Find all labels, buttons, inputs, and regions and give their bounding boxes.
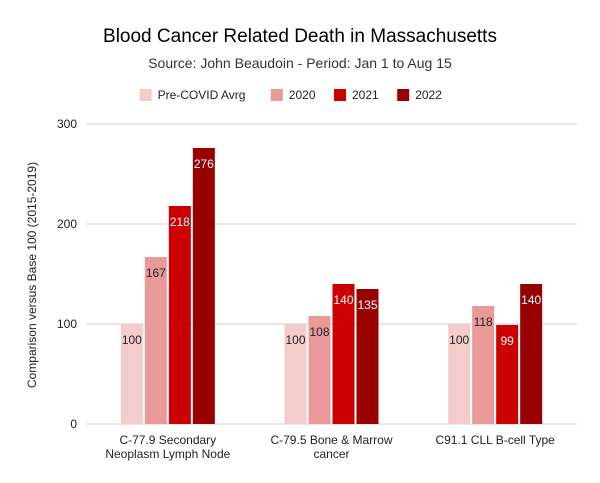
chart-subtitle: Source: John Beaudoin - Period: Jan 1 to… [148, 55, 452, 71]
bar [168, 206, 191, 424]
bar [472, 306, 495, 424]
x-category-label: C-77.9 Secondary [119, 433, 216, 447]
bar [520, 284, 543, 424]
data-label: 100 [285, 333, 305, 347]
bar [284, 324, 307, 424]
legend-swatch [334, 89, 346, 101]
bar [356, 289, 379, 424]
legend-swatch [397, 89, 410, 101]
x-category-label: Neoplasm Lymph Node [105, 447, 230, 461]
bar [332, 284, 355, 424]
y-tick-label: 0 [70, 417, 77, 431]
x-category-label: cancer [313, 447, 349, 461]
data-label: 135 [357, 298, 377, 312]
legend-label: 2021 [352, 88, 379, 102]
legend-swatch [139, 89, 152, 101]
data-label: 118 [474, 315, 493, 329]
legend-label: Pre-COVID Avrg [158, 88, 246, 102]
legend-swatch [270, 89, 283, 101]
y-tick-label: 300 [57, 117, 77, 131]
x-category-label: C91.1 CLL B-cell Type [435, 433, 555, 447]
y-tick-label: 200 [57, 217, 77, 231]
y-tick-label: 100 [57, 317, 77, 331]
bar [448, 324, 471, 424]
data-labels: 100 167 218 276 100 108 140 135 100 118 99 140 [122, 157, 542, 348]
bar [144, 257, 167, 424]
data-label: 99 [500, 334, 514, 348]
bar [192, 148, 215, 424]
bar [120, 324, 143, 424]
x-category-label: C-79.5 Bone & Marrow [270, 433, 392, 447]
data-label: 100 [122, 333, 142, 347]
data-label: 108 [309, 325, 329, 339]
data-label: 140 [521, 293, 541, 307]
legend: Pre-COVID Avrg 2020 2021 2022 [139, 88, 442, 102]
legend-label: 2022 [415, 88, 442, 102]
grid-lines [86, 123, 577, 425]
chart-title: Blood Cancer Related Death in Massachuse… [103, 26, 497, 47]
legend-label: 2020 [289, 88, 316, 102]
bar [496, 325, 519, 424]
data-label: 218 [170, 215, 190, 229]
bars [120, 148, 543, 424]
data-label: 100 [449, 333, 469, 347]
y-axis-label: Comparison versus Base 100 (2015-2019) [25, 162, 39, 388]
data-label: 167 [146, 266, 166, 280]
data-label: 140 [333, 293, 353, 307]
data-label: 276 [194, 157, 214, 171]
bar [308, 316, 331, 424]
y-axis-ticks: 0 100 200 300 [57, 117, 77, 431]
